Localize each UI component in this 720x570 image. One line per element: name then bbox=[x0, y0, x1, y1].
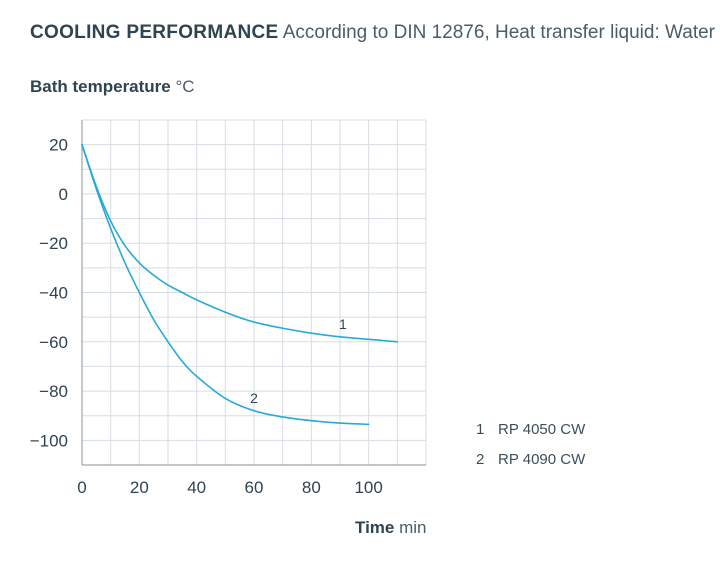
x-axis-label: Time bbox=[355, 518, 395, 537]
y-tick-label: −80 bbox=[39, 382, 68, 401]
y-axis-unit: °C bbox=[175, 77, 195, 96]
legend-label-1: RP 4050 CW bbox=[498, 421, 586, 438]
y-tick-label: −20 bbox=[39, 234, 68, 253]
chart-subtitle: According to DIN 12876, Heat transfer li… bbox=[282, 22, 715, 43]
tick-labels: 20 0 −20 −40 −60 −80 −100 0 20 40 60 80 100 bbox=[30, 136, 383, 497]
series-markers: 12 bbox=[250, 316, 347, 406]
legend-label-2: RP 4090 CW bbox=[498, 451, 586, 468]
y-tick-label: −40 bbox=[39, 284, 68, 303]
axes bbox=[81, 120, 426, 466]
legend-marker-1: 1 bbox=[476, 421, 485, 438]
y-tick-label: −100 bbox=[30, 431, 68, 450]
x-tick-label: 20 bbox=[130, 478, 149, 497]
x-tick-label: 0 bbox=[77, 478, 86, 497]
chart-title-bold: COOLING PERFORMANCE bbox=[30, 22, 279, 43]
x-tick-label: 100 bbox=[354, 478, 382, 497]
grid bbox=[82, 119, 427, 465]
series-line-1 bbox=[81, 143, 399, 343]
y-tick-label: −60 bbox=[39, 333, 68, 352]
series-line-2 bbox=[81, 143, 370, 426]
legend-item-1: 1 RP 4050 CW bbox=[476, 421, 585, 438]
chart-title: COOLING PERFORMANCE According to DIN 128… bbox=[30, 22, 715, 44]
series-marker-2: 2 bbox=[250, 390, 258, 406]
y-tick-label: 0 bbox=[59, 185, 68, 204]
series-lines bbox=[81, 143, 399, 426]
x-axis-unit: min bbox=[399, 518, 427, 537]
y-axis-label: Bath temperature bbox=[30, 77, 171, 96]
legend-marker-2: 2 bbox=[476, 451, 485, 468]
y-tick-label: 20 bbox=[49, 136, 68, 155]
series-marker-1: 1 bbox=[339, 316, 347, 332]
x-axis-title: Time min bbox=[355, 518, 427, 538]
x-tick-label: 40 bbox=[187, 478, 206, 497]
legend-item-2: 2 RP 4090 CW bbox=[476, 451, 585, 468]
y-axis-title: Bath temperature °C bbox=[30, 77, 195, 97]
x-tick-label: 60 bbox=[245, 478, 264, 497]
x-tick-label: 80 bbox=[302, 478, 321, 497]
